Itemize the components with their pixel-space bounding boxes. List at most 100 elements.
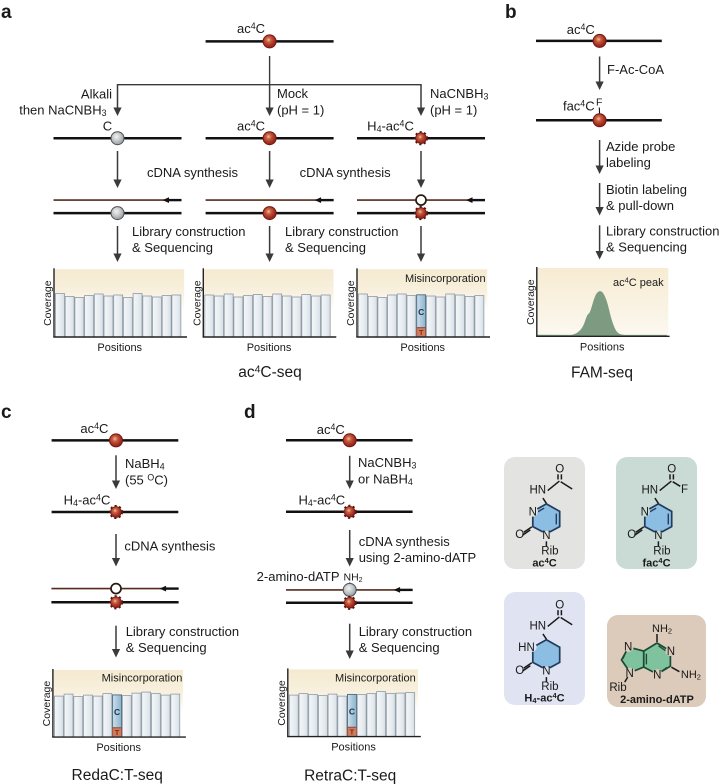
svg-text:NH2​: NH2​ [681, 669, 701, 681]
svg-text:Rib: Rib [653, 545, 670, 557]
svg-text:ac4​C: ac4​C [317, 422, 345, 437]
svg-text:(pH = 1): (pH = 1) [430, 103, 477, 118]
svg-text:then NaCNBH3​: then NaCNBH3​ [19, 103, 106, 119]
svg-text:O: O [555, 600, 564, 612]
svg-text:fac4​C: fac4​C [563, 99, 595, 114]
svg-text:O: O [667, 464, 676, 476]
svg-text:Coverage: Coverage [42, 280, 54, 326]
svg-text:Misincorporation: Misincorporation [102, 673, 183, 685]
svg-text:Misincorporation: Misincorporation [405, 273, 486, 285]
svg-text:ac4​C: ac4​C [80, 421, 108, 436]
svg-text:fac4​C: fac4​C [642, 556, 670, 569]
svg-text:T: T [419, 328, 424, 337]
svg-text:H4​-ac4​C: H4​-ac4​C [64, 493, 111, 509]
svg-text:d: d [244, 402, 256, 423]
svg-text:a: a [1, 2, 12, 23]
svg-text:N: N [654, 530, 662, 542]
svg-text:O: O [627, 529, 636, 541]
svg-text:cDNA synthesis: cDNA synthesis [124, 539, 216, 554]
svg-text:Coverage: Coverage [192, 280, 204, 326]
svg-text:N: N [641, 506, 649, 518]
svg-text:Azide probe: Azide probe [606, 139, 675, 154]
svg-text:N: N [653, 669, 661, 681]
svg-text:cDNA synthesis: cDNA synthesis [300, 165, 392, 180]
svg-text:NH2​: NH2​ [652, 623, 672, 635]
svg-text:b: b [505, 2, 517, 23]
svg-text:ac4​C peak: ac4​C peak [613, 276, 664, 289]
svg-text:Biotin labeling: Biotin labeling [606, 182, 687, 197]
svg-text:RetraC:T-seq: RetraC:T-seq [304, 768, 396, 784]
svg-text:F-Ac-CoA: F-Ac-CoA [607, 62, 664, 77]
svg-text:c: c [1, 402, 12, 423]
svg-text:FAM-seq: FAM-seq [571, 365, 633, 382]
svg-text:Positions: Positions [96, 742, 141, 754]
svg-text:Library construction: Library construction [359, 624, 472, 639]
svg-text:Library construction: Library construction [126, 624, 239, 639]
svg-text:T: T [350, 727, 355, 736]
svg-text:Coverage: Coverage [276, 680, 288, 726]
svg-text:Coverage: Coverage [345, 280, 357, 326]
svg-text:Positions: Positions [580, 341, 625, 353]
svg-text:(55 O​C): (55 O​C) [125, 473, 168, 488]
svg-text:cDNA synthesis: cDNA synthesis [147, 165, 239, 180]
svg-text:NaBH4​: NaBH4​ [125, 456, 165, 472]
svg-text:N: N [542, 666, 550, 678]
svg-text:ac4​C: ac4​C [237, 21, 265, 36]
svg-text:Rib: Rib [541, 545, 558, 557]
svg-text:Positions: Positions [247, 342, 292, 354]
svg-text:& Sequencing: & Sequencing [359, 640, 440, 655]
svg-text:or NaBH4​: or NaBH4​ [358, 472, 413, 488]
svg-text:H4​-ac4​C: H4​-ac4​C [367, 119, 414, 135]
svg-text:& Sequencing: & Sequencing [606, 240, 687, 255]
svg-text:Positions: Positions [97, 342, 142, 354]
svg-text:O: O [515, 665, 524, 677]
svg-text:C: C [103, 119, 112, 134]
svg-text:F: F [596, 97, 602, 109]
svg-text:ac4​C: ac4​C [532, 556, 556, 569]
svg-text:NaCNBH3​: NaCNBH3​ [358, 455, 416, 471]
svg-text:HN: HN [529, 620, 546, 632]
svg-text:Rib: Rib [541, 681, 558, 693]
svg-text:& Sequencing: & Sequencing [285, 240, 366, 255]
svg-text:F: F [681, 484, 688, 496]
svg-text:Coverage: Coverage [41, 681, 53, 727]
svg-text:T: T [115, 728, 120, 737]
svg-text:HN: HN [529, 485, 546, 497]
svg-text:Coverage: Coverage [525, 279, 537, 325]
svg-text:using 2-amino-dATP: using 2-amino-dATP [359, 550, 477, 565]
svg-text:Library construction: Library construction [285, 224, 398, 239]
svg-text:Library construction: Library construction [132, 224, 245, 239]
svg-text:ac4​C: ac4​C [237, 119, 265, 134]
svg-text:H4​-ac4​C: H4​-ac4​C [298, 493, 345, 509]
svg-text:2-amino-dATP: 2-amino-dATP [620, 694, 694, 706]
svg-text:O: O [555, 464, 564, 476]
svg-text:& pull-down: & pull-down [606, 198, 674, 213]
svg-text:C: C [418, 307, 424, 317]
svg-text:ac4​C: ac4​C [567, 22, 595, 37]
svg-text:ac4​C-seq: ac4​C-seq [238, 363, 302, 381]
svg-text:C: C [349, 707, 355, 717]
svg-text:2-amino-dATP: 2-amino-dATP [257, 569, 340, 584]
svg-text:& Sequencing: & Sequencing [132, 240, 213, 255]
svg-text:Misincorporation: Misincorporation [335, 673, 416, 685]
svg-text:N: N [667, 646, 675, 658]
svg-text:NaCNBH3​: NaCNBH3​ [430, 86, 488, 102]
svg-text:HN: HN [518, 642, 535, 654]
svg-text:& Sequencing: & Sequencing [126, 640, 207, 655]
svg-text:cDNA synthesis: cDNA synthesis [359, 534, 451, 549]
svg-text:(pH = 1): (pH = 1) [277, 103, 324, 118]
svg-text:Alkali: Alkali [81, 87, 112, 102]
svg-text:Mock: Mock [277, 86, 309, 101]
svg-text:Rib: Rib [609, 682, 626, 694]
svg-text:C: C [114, 707, 120, 717]
svg-text:Positions: Positions [331, 742, 376, 754]
svg-text:H4​-ac4​C: H4​-ac4​C [524, 691, 564, 705]
svg-text:N: N [529, 506, 537, 518]
svg-text:O: O [515, 529, 524, 541]
svg-text:N: N [626, 668, 634, 680]
svg-text:NH2​: NH2​ [344, 572, 363, 584]
svg-text:labeling: labeling [606, 155, 651, 170]
svg-text:HN: HN [641, 485, 658, 497]
svg-text:N: N [624, 642, 632, 654]
svg-text:Library construction: Library construction [606, 224, 719, 239]
